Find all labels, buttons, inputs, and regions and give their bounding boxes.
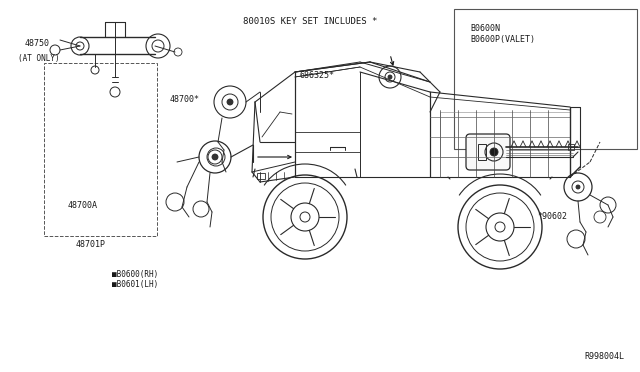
Circle shape (227, 99, 233, 105)
Bar (568, 144, 574, 150)
Text: R998004L: R998004L (584, 352, 624, 361)
Text: *90602: *90602 (538, 212, 568, 221)
Circle shape (576, 185, 580, 189)
Bar (257, 173, 265, 179)
Circle shape (388, 75, 392, 79)
Bar (478, 144, 486, 160)
Text: 48700*: 48700* (170, 95, 200, 104)
Bar (454, 9, 637, 149)
Text: 48750: 48750 (24, 39, 49, 48)
Text: ■B0600(RH)
■B0601(LH): ■B0600(RH) ■B0601(LH) (112, 270, 158, 289)
Text: 48701P: 48701P (76, 240, 106, 249)
Text: 80010S KEY SET INCLUDES *: 80010S KEY SET INCLUDES * (243, 17, 378, 26)
Text: B0600N
B0600P(VALET): B0600N B0600P(VALET) (470, 24, 536, 44)
Text: 686325*: 686325* (300, 71, 335, 80)
Circle shape (212, 154, 218, 160)
Bar (44, 63, 157, 236)
Text: (AT ONLY): (AT ONLY) (18, 54, 60, 63)
Text: 48700A: 48700A (67, 201, 97, 210)
FancyBboxPatch shape (466, 134, 510, 170)
Circle shape (490, 148, 498, 156)
Bar (440, 112, 570, 157)
